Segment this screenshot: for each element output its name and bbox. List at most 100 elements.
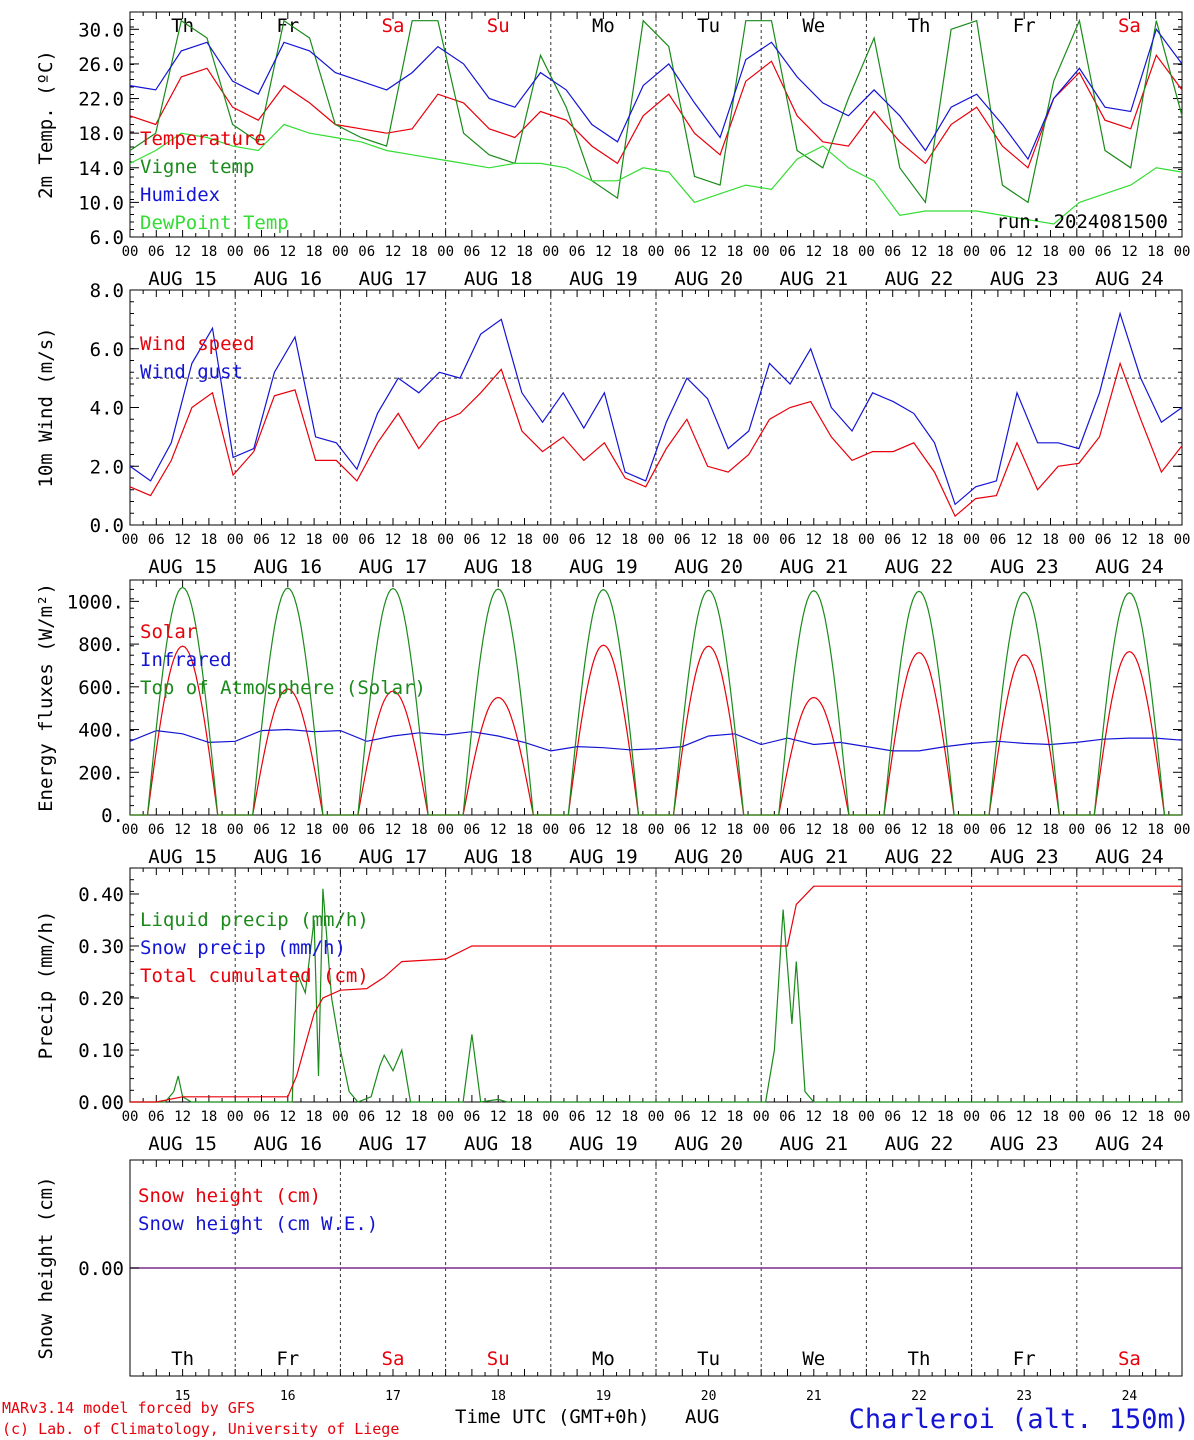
legend-entry: Vigne temp bbox=[140, 156, 254, 178]
date-label: AUG 18 bbox=[464, 1133, 533, 1155]
hour-tick-label: 18 bbox=[306, 244, 323, 260]
hour-tick-label: 06 bbox=[1095, 532, 1112, 548]
date-label: AUG 17 bbox=[359, 556, 428, 578]
date-label: AUG 15 bbox=[148, 846, 217, 868]
weekday-label: Mo bbox=[592, 1348, 615, 1370]
hour-tick-label: 18 bbox=[200, 244, 217, 260]
date-label: AUG 17 bbox=[359, 268, 428, 290]
hour-tick-label: 06 bbox=[884, 822, 901, 838]
series-line bbox=[129, 54, 1183, 169]
hour-tick-label: 00 bbox=[122, 244, 139, 260]
y-tick-label: 0.00 bbox=[78, 1258, 124, 1280]
hour-tick-label: 06 bbox=[779, 532, 796, 548]
hour-tick-label: 00 bbox=[332, 1109, 349, 1125]
panel-1: 2m Temp. (ºC) 30.0 26.0 22.0 18.0 14.0 10.0 6.0… bbox=[35, 11, 1191, 290]
y-axis-label: 2m Temp. (ºC) bbox=[35, 50, 57, 199]
hour-tick-label: 06 bbox=[884, 532, 901, 548]
y-axis-label: Energy fluxes (W/m²) bbox=[35, 583, 57, 812]
hour-tick-label: 12 bbox=[595, 532, 612, 548]
date-label: AUG 19 bbox=[569, 268, 638, 290]
hour-tick-label: 18 bbox=[1147, 822, 1164, 838]
hour-tick-label: 12 bbox=[1121, 244, 1138, 260]
hour-tick-label: 00 bbox=[227, 532, 244, 548]
hour-tick-label: 18 bbox=[1042, 532, 1059, 548]
hour-tick-label: 00 bbox=[648, 1109, 665, 1125]
hour-tick-label: 18 bbox=[937, 532, 954, 548]
hour-tick-label: 12 bbox=[805, 532, 822, 548]
hour-tick-label: 12 bbox=[805, 1109, 822, 1125]
hour-tick-label: 06 bbox=[1095, 244, 1112, 260]
hour-tick-label: 12 bbox=[174, 822, 191, 838]
legend-entry: Total cumulated (cm) bbox=[140, 965, 369, 987]
hour-tick-label: 06 bbox=[358, 244, 375, 260]
hour-tick-label: 18 bbox=[516, 244, 533, 260]
hour-tick-label: 00 bbox=[858, 1109, 875, 1125]
date-label: AUG 24 bbox=[1095, 1133, 1164, 1155]
date-label: AUG 23 bbox=[990, 846, 1059, 868]
hour-tick-label: 06 bbox=[358, 1109, 375, 1125]
hour-tick-label: 18 bbox=[832, 822, 849, 838]
hour-tick-label: 00 bbox=[542, 1109, 559, 1125]
hour-tick-label: 06 bbox=[569, 1109, 586, 1125]
hour-tick-label: 18 bbox=[1147, 244, 1164, 260]
hour-tick-label: 06 bbox=[148, 244, 165, 260]
hour-tick-label: 12 bbox=[279, 1109, 296, 1125]
hour-tick-label: 06 bbox=[253, 532, 270, 548]
date-label: AUG 22 bbox=[885, 1133, 954, 1155]
weekday-label: Fr bbox=[1013, 15, 1036, 37]
plot-frame bbox=[129, 11, 1183, 238]
hour-tick-label: 12 bbox=[279, 822, 296, 838]
weekday-label: Th bbox=[908, 15, 931, 37]
date-label: AUG 20 bbox=[674, 556, 743, 578]
weekday-label: Th bbox=[171, 15, 194, 37]
hour-tick-label: 12 bbox=[1121, 822, 1138, 838]
y-tick-label: 200. bbox=[78, 762, 124, 784]
legend-entry: Top of Atmosphere (Solar) bbox=[140, 677, 426, 699]
hour-tick-label: 00 bbox=[1174, 822, 1191, 838]
hour-tick-label: 18 bbox=[937, 1109, 954, 1125]
hour-tick-label: 12 bbox=[911, 1109, 928, 1125]
hour-tick-label: 00 bbox=[332, 532, 349, 548]
date-label: AUG 18 bbox=[464, 556, 533, 578]
y-tick-label: 0. bbox=[101, 805, 124, 827]
hour-tick-label: 00 bbox=[227, 822, 244, 838]
hour-tick-label: 00 bbox=[542, 822, 559, 838]
hour-tick-label: 06 bbox=[674, 244, 691, 260]
hour-tick-label: 00 bbox=[1174, 244, 1191, 260]
hour-tick-label: 12 bbox=[911, 822, 928, 838]
hour-tick-label: 18 bbox=[200, 822, 217, 838]
hour-tick-label: 18 bbox=[832, 532, 849, 548]
y-tick-label: 0.40 bbox=[78, 884, 124, 906]
hour-tick-label: 06 bbox=[569, 244, 586, 260]
hour-tick-label: 06 bbox=[989, 244, 1006, 260]
hour-tick-label: 18 bbox=[411, 822, 428, 838]
hour-tick-label: 18 bbox=[411, 244, 428, 260]
panel-5: Snow height (cm) 0.00 Th Fr Sa Su Mo Tu We Th Fr Sa… bbox=[35, 1159, 1183, 1404]
hour-tick-label: 12 bbox=[279, 532, 296, 548]
hour-tick-label: 12 bbox=[490, 244, 507, 260]
weekday-label: Th bbox=[171, 1348, 194, 1370]
hour-tick-label: 12 bbox=[385, 244, 402, 260]
y-tick-label: 18.0 bbox=[78, 123, 124, 145]
hour-tick-label: 06 bbox=[674, 1109, 691, 1125]
hour-tick-label: 00 bbox=[122, 532, 139, 548]
hour-tick-label: 12 bbox=[1016, 1109, 1033, 1125]
date-label: AUG 19 bbox=[569, 556, 638, 578]
date-label: AUG 19 bbox=[569, 1133, 638, 1155]
date-label: AUG 17 bbox=[359, 846, 428, 868]
hour-tick-label: 12 bbox=[805, 244, 822, 260]
hour-tick-label: 06 bbox=[674, 822, 691, 838]
hour-tick-label: 12 bbox=[595, 244, 612, 260]
weekday-label: Sa bbox=[382, 15, 405, 37]
date-label: AUG 21 bbox=[779, 268, 848, 290]
hour-tick-label: 00 bbox=[753, 822, 770, 838]
date-label: AUG 21 bbox=[779, 556, 848, 578]
hour-tick-label: 00 bbox=[858, 244, 875, 260]
weekday-label: Fr bbox=[276, 1348, 299, 1370]
weekday-label: Sa bbox=[382, 1348, 405, 1370]
hour-tick-label: 06 bbox=[569, 822, 586, 838]
hour-tick-label: 12 bbox=[1121, 1109, 1138, 1125]
month-label: AUG bbox=[685, 1406, 719, 1428]
hour-tick-label: 00 bbox=[332, 244, 349, 260]
